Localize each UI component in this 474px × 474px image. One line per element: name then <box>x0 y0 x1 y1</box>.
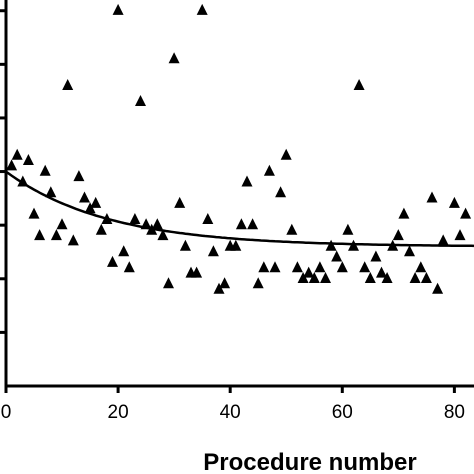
data-point <box>28 207 40 219</box>
data-point <box>297 272 309 283</box>
data-point <box>101 213 113 224</box>
data-point <box>409 272 421 283</box>
x-tick-label: 60 <box>332 402 353 423</box>
data-point <box>437 234 449 246</box>
data-point <box>392 229 404 241</box>
data-point <box>235 218 247 230</box>
data-point <box>90 196 102 208</box>
data-point <box>84 202 96 214</box>
data-point <box>286 223 298 235</box>
data-point <box>420 272 432 283</box>
data-point <box>448 196 460 208</box>
data-point <box>112 3 124 15</box>
data-point <box>241 175 253 187</box>
data-point <box>320 272 331 283</box>
data-point <box>174 196 186 208</box>
x-tick-label: 20 <box>108 402 129 423</box>
data-point <box>135 95 146 106</box>
data-point <box>404 245 415 257</box>
data-point <box>308 272 320 283</box>
data-point <box>275 186 287 198</box>
data-point <box>50 229 62 241</box>
data-point <box>168 52 180 64</box>
data-point <box>146 223 158 235</box>
data-point <box>219 277 231 289</box>
data-point <box>247 218 259 230</box>
data-points <box>6 3 472 294</box>
data-point <box>118 245 130 257</box>
data-point <box>342 223 354 235</box>
data-point <box>17 175 29 187</box>
x-axis-title: Procedure number <box>203 449 416 474</box>
data-point <box>359 261 371 273</box>
data-point <box>269 261 281 273</box>
data-point <box>140 218 152 230</box>
data-point <box>325 239 337 251</box>
x-tick-label: 40 <box>220 402 241 423</box>
data-point <box>73 170 85 182</box>
data-point <box>79 191 90 203</box>
data-point <box>460 207 472 219</box>
data-point <box>157 229 169 241</box>
data-point <box>376 266 387 278</box>
data-point <box>314 261 326 273</box>
data-point <box>230 239 242 251</box>
data-point <box>22 154 34 165</box>
data-point <box>207 245 219 257</box>
axes <box>4 0 474 388</box>
x-tick-labels: 0 20 40 60 80 <box>1 402 465 423</box>
data-point <box>415 261 427 273</box>
data-point <box>426 191 438 203</box>
y-ticks <box>0 9 6 334</box>
data-point <box>56 218 68 230</box>
data-point <box>263 164 275 176</box>
data-point <box>123 261 135 273</box>
data-point <box>381 272 393 283</box>
data-point <box>432 282 444 294</box>
data-point <box>252 277 264 289</box>
data-point <box>336 261 348 273</box>
x-tick-label: 0 <box>1 402 12 423</box>
data-point <box>348 239 359 251</box>
data-point <box>67 234 79 246</box>
data-point <box>387 239 399 251</box>
data-point <box>280 148 292 160</box>
data-point <box>202 213 214 224</box>
data-point <box>196 3 208 15</box>
data-point <box>95 223 107 235</box>
data-point <box>370 250 382 262</box>
data-point <box>34 229 46 241</box>
data-point <box>45 186 57 198</box>
x-ticks <box>4 386 456 393</box>
data-point <box>129 213 141 224</box>
data-point <box>107 255 118 267</box>
data-point <box>353 79 365 90</box>
x-tick-label: 80 <box>444 402 465 423</box>
data-point <box>291 261 303 273</box>
data-point <box>6 159 18 171</box>
data-point <box>398 207 410 219</box>
data-point <box>454 229 466 241</box>
fit-curve <box>5 170 474 248</box>
data-point <box>303 266 315 278</box>
data-point <box>62 79 74 90</box>
data-point <box>11 148 23 160</box>
data-point <box>39 164 51 176</box>
data-point <box>331 250 343 262</box>
data-point <box>163 277 174 289</box>
data-point <box>258 261 270 273</box>
data-point <box>213 282 225 294</box>
data-point <box>191 266 203 278</box>
data-point <box>364 272 376 283</box>
data-point <box>151 218 163 230</box>
data-point <box>179 239 191 251</box>
